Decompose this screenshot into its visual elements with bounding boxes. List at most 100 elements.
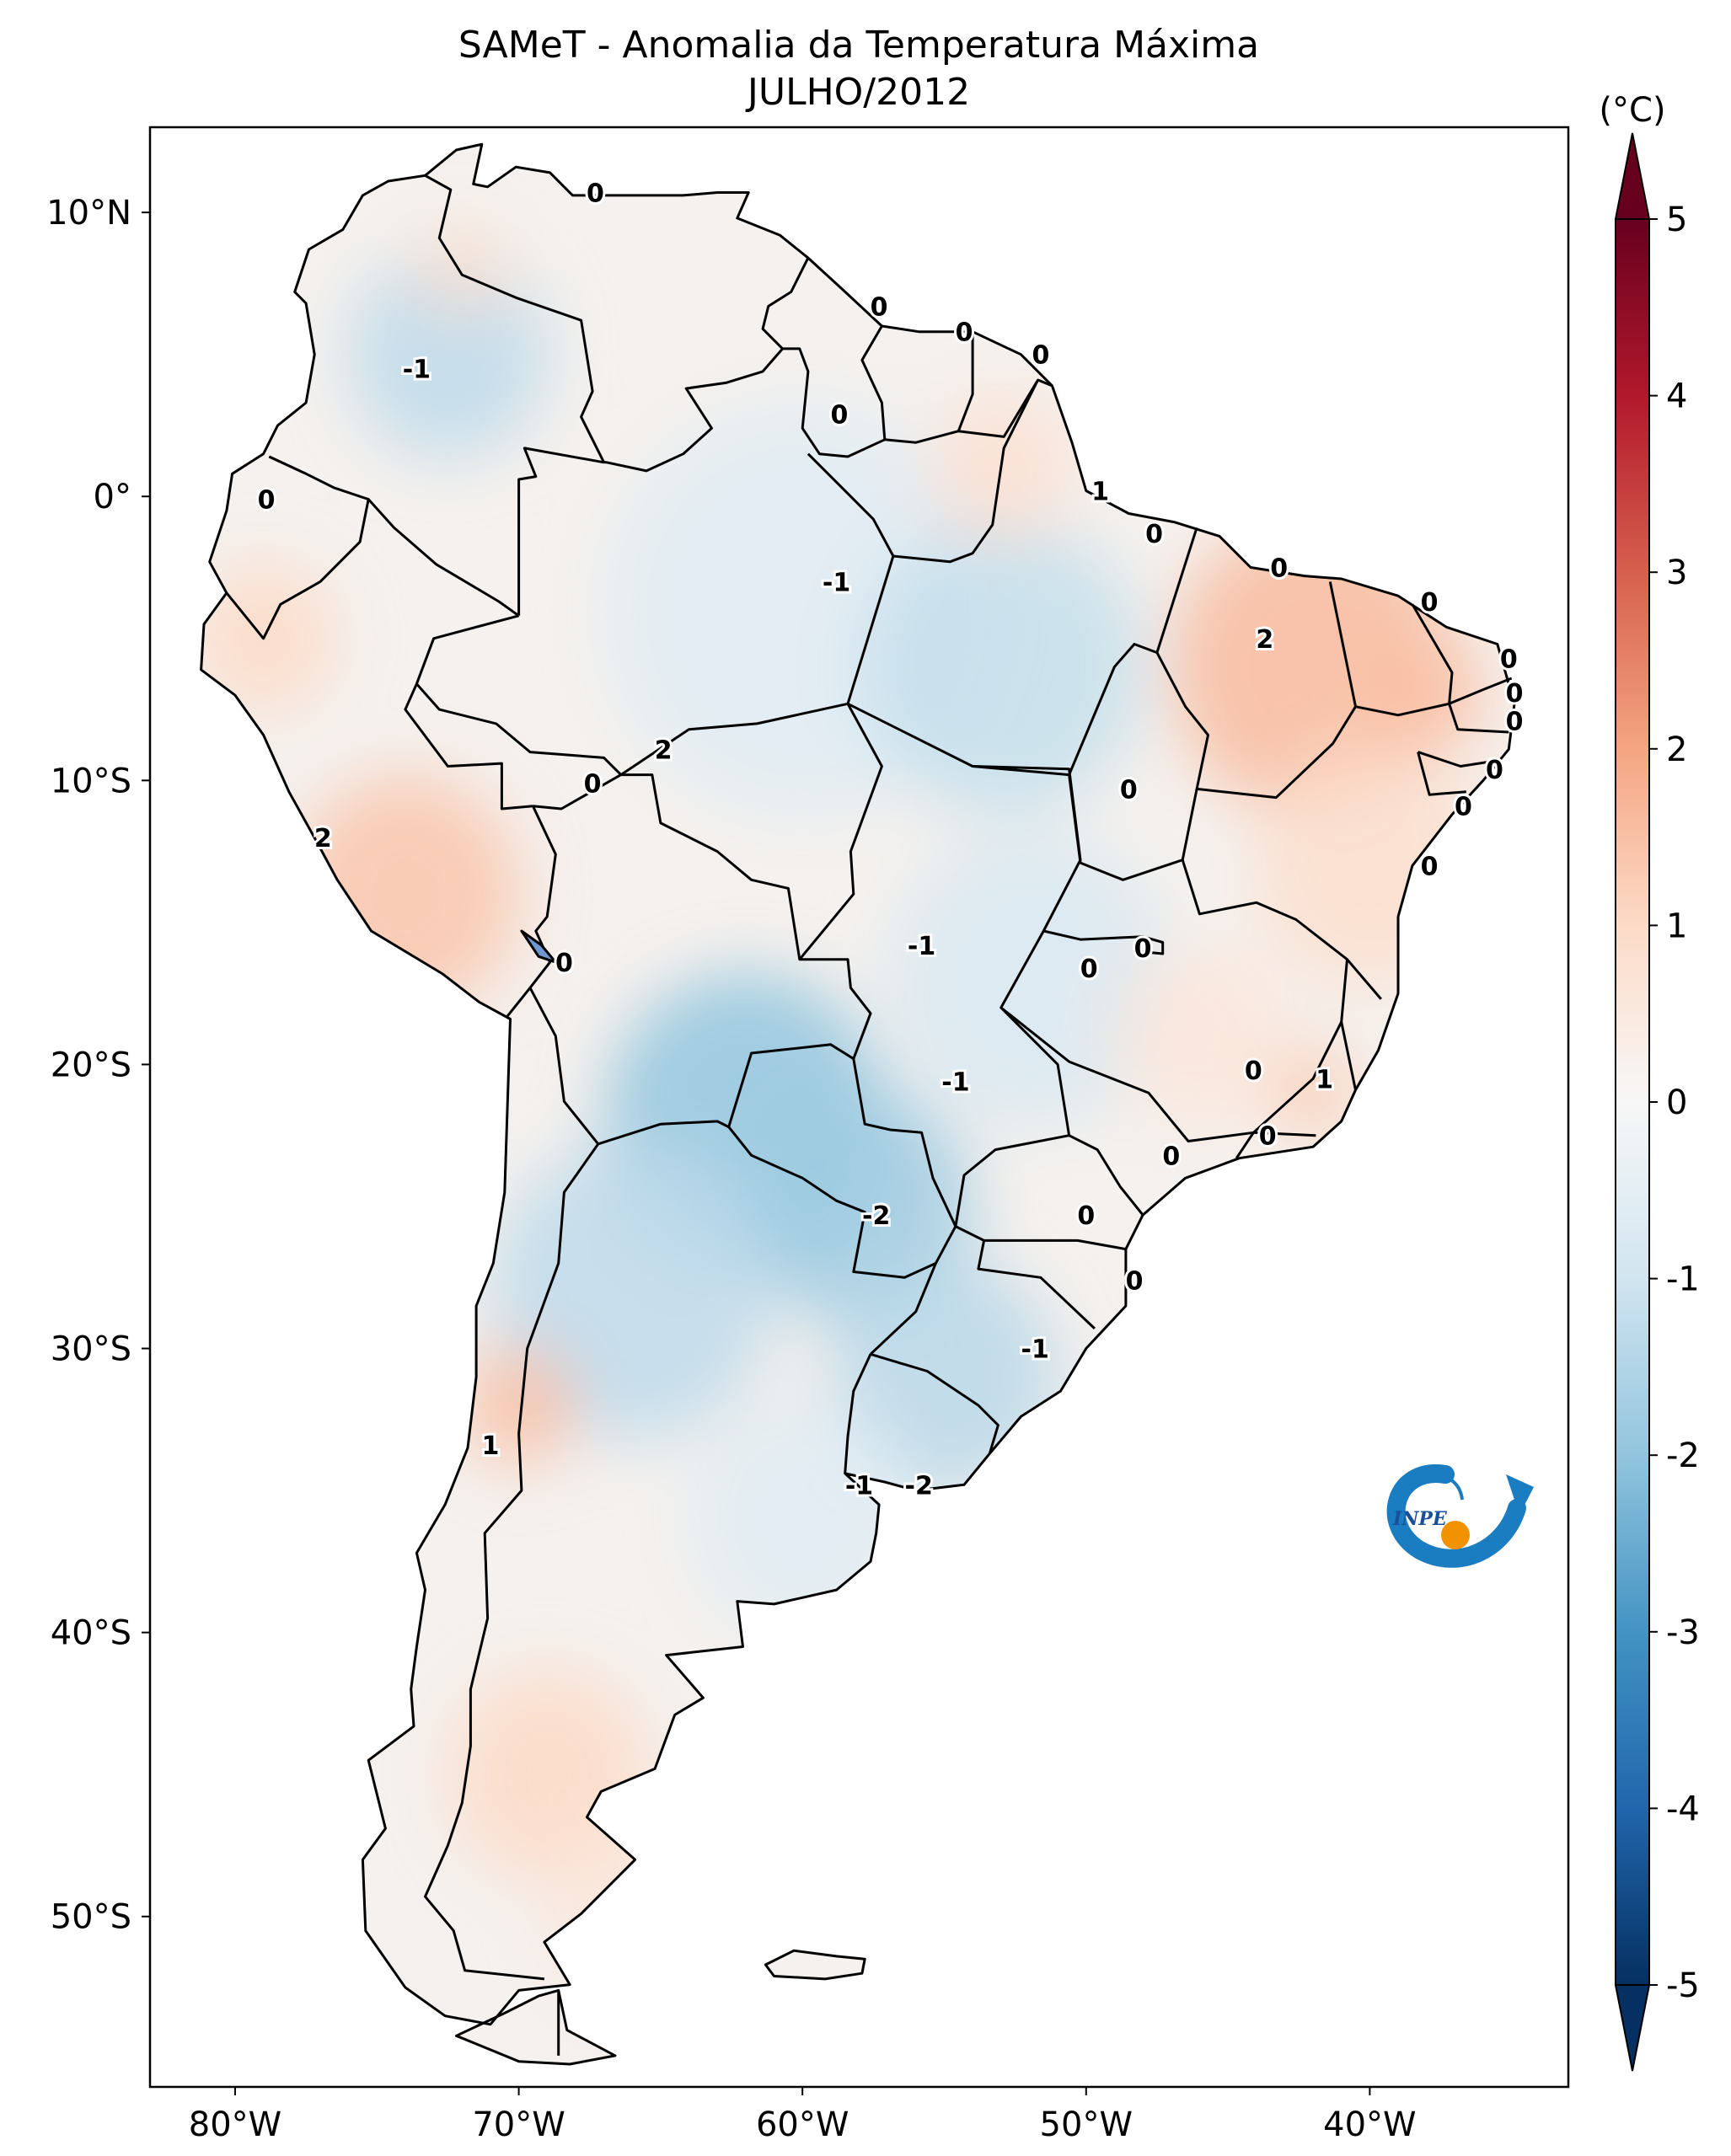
contour-label: 0 (1080, 955, 1098, 984)
colorbar-gradient (1615, 218, 1650, 1986)
border-line (1196, 581, 1357, 800)
contour-label: -1 (403, 356, 431, 385)
border-line (727, 1126, 957, 1279)
border-line (1417, 752, 1466, 796)
contour-label: 0 (1134, 934, 1152, 964)
border-line (1042, 929, 1165, 955)
lat-tick-label: 20°S (51, 1046, 131, 1084)
border-line (761, 257, 810, 350)
contour-label: 0 (1245, 1057, 1262, 1086)
border-line (404, 614, 533, 811)
border-line (1068, 1134, 1144, 1217)
border-line (1449, 677, 1513, 705)
border-line (517, 447, 604, 616)
contour-label: -1 (1021, 1335, 1049, 1365)
border-line (268, 455, 520, 618)
contour-label: 0 (555, 949, 573, 978)
contour-label: 0 (1486, 756, 1503, 785)
colorbar-tick-label: -5 (1666, 1966, 1700, 2005)
contour-label: 0 (1077, 1201, 1095, 1231)
anomaly-region (1270, 1048, 1356, 1138)
contour-label: -2 (905, 1471, 933, 1501)
colorbar-tick-label: 1 (1666, 907, 1687, 945)
lon-tick-label: 70°W (472, 2105, 565, 2144)
anomaly-region (1114, 946, 1285, 1126)
contour-label: 0 (1506, 679, 1524, 709)
contour-label: 0 (258, 486, 276, 516)
contour-label: 0 (956, 318, 973, 348)
map-frame (148, 126, 1570, 2089)
border-line (1181, 859, 1382, 1000)
border-line (1235, 1131, 1255, 1159)
border-line (844, 1353, 872, 1474)
coastline (455, 1988, 617, 2066)
lat-tick-label: 0° (94, 478, 131, 516)
border-line (999, 1006, 1254, 1142)
colorbar-tick-label: 2 (1666, 730, 1687, 769)
contour-label: 0 (1162, 1142, 1180, 1171)
colorbar-unit-label: (°C) (1599, 91, 1665, 130)
border-line (860, 325, 887, 440)
colorbar-max-extend (1614, 132, 1651, 220)
border-line (977, 1240, 1096, 1329)
contour-label: 0 (1259, 1122, 1277, 1152)
anomaly-region (859, 517, 1144, 816)
contour-label: -1 (845, 1471, 873, 1501)
anomaly-region (462, 1345, 576, 1465)
contour-label: 1 (481, 1431, 499, 1461)
longitude-ticks: 80°W 70°W 60°W 50°W 40°W (189, 2087, 1417, 2144)
lon-tick-label: 50°W (1040, 2105, 1133, 2144)
colorbar-tick-label: 5 (1666, 201, 1687, 239)
lon-tick-label: 40°W (1323, 2105, 1416, 2144)
contour-label: 0 (871, 292, 888, 322)
border-line (955, 1225, 1127, 1251)
contour-label: -1 (823, 568, 850, 597)
colorbar-min-extend (1614, 1984, 1651, 2072)
contour-label: 0 (1270, 554, 1288, 584)
lon-tick-label: 80°W (189, 2105, 281, 2144)
logo-sun-icon (1441, 1521, 1470, 1549)
lat-tick-label: 50°S (51, 1898, 131, 1937)
contour-label: 0 (584, 770, 602, 800)
map-subtitle: JULHO/2012 (745, 71, 970, 114)
latitude-ticks: 10°N 0° 10°S 20°S 30°S 40°S 50°S (46, 194, 150, 1937)
lat-tick-label: 40°S (51, 1614, 131, 1653)
border-line (958, 378, 1053, 438)
logo-arrow-icon (1506, 1474, 1534, 1515)
border-line (1068, 527, 1198, 776)
contour-label: 0 (587, 179, 604, 209)
lat-tick-label: 10°S (51, 762, 131, 800)
contour-label: -2 (862, 1201, 890, 1231)
border-line (798, 703, 883, 960)
border-line (954, 1134, 1069, 1227)
country-boundaries (200, 142, 1516, 2066)
border-line (424, 1142, 600, 1981)
border-line (268, 455, 307, 475)
contour-label: 0 (1126, 1267, 1144, 1297)
colorbar-tick-label: 3 (1666, 554, 1687, 592)
contour-label: 2 (655, 736, 673, 765)
map-title: SAMeT - Anomalia da Temperatura Máxima (458, 24, 1259, 67)
contour-label: 0 (1455, 793, 1472, 822)
border-line (869, 1262, 937, 1356)
contour-label: 1 (1316, 1065, 1333, 1094)
border-line (415, 682, 622, 776)
colorbar-tick-label: 4 (1666, 377, 1687, 416)
contour-label: 0 (1421, 588, 1439, 618)
contour-label: 0 (1506, 708, 1524, 737)
colorbar-tick-label: -4 (1666, 1790, 1700, 1828)
anomaly-region (419, 224, 505, 314)
colorbar-tick-label: -2 (1666, 1436, 1700, 1475)
anomaly-region (1369, 635, 1484, 755)
lon-tick-label: 60°W (756, 2105, 849, 2144)
border-line (782, 347, 886, 458)
contour-label: 0 (1500, 645, 1518, 674)
border-line (528, 987, 599, 1145)
contour-label: 2 (1256, 625, 1273, 655)
lat-tick-label: 30°S (51, 1330, 131, 1369)
colorbar-tick-label: -3 (1666, 1613, 1700, 1652)
colorbar: (°C) 5 4 3 2 1 0 -1 -2 -3 -4 -5 (1599, 91, 1700, 2072)
